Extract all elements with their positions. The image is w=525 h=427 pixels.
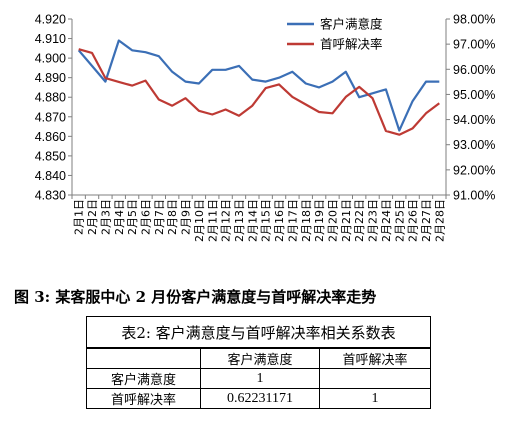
x-tick-label: 2月5日: [126, 199, 139, 235]
table-cell: 0.62231171: [200, 388, 320, 409]
x-tick-label: 2月25日: [393, 199, 406, 242]
x-tick-label: 2月8日: [166, 199, 179, 235]
x-tick-label: 2月7日: [153, 199, 166, 235]
table-row: 首呼解决率 0.62231171 1: [86, 388, 431, 409]
table-title-row: 表2: 客户满意度与首呼解决率相关系数表: [86, 316, 431, 349]
table-header-row: 客户满意度 首呼解决率: [86, 347, 431, 369]
series-line: [77, 39, 440, 132]
y-tick-label: 4.920: [35, 13, 66, 27]
y-tick-label: 91.00%: [453, 189, 495, 203]
y-tick-label: 4.870: [35, 110, 66, 124]
table-header-cell: [86, 347, 201, 369]
x-tick-label: 2月24日: [380, 199, 393, 242]
y-tick-label: 95.00%: [453, 88, 495, 102]
x-tick-label: 2月14日: [246, 199, 259, 242]
table-cell: 1: [200, 368, 320, 389]
table-cell: 1: [319, 388, 431, 409]
series-lines: [77, 39, 440, 136]
y-tick-label: 4.860: [35, 130, 66, 144]
x-tick-label: 2月23日: [367, 199, 380, 242]
table-cell: [319, 368, 431, 389]
table-header-cell: 首呼解决率: [319, 347, 431, 369]
x-tick-label: 2月18日: [300, 199, 313, 242]
y-tick-label: 96.00%: [453, 63, 495, 77]
correlation-table: 表2: 客户满意度与首呼解决率相关系数表 客户满意度 首呼解决率 客户满意度 1…: [86, 316, 431, 409]
table-title: 表2: 客户满意度与首呼解决率相关系数表: [86, 316, 431, 349]
y-tick-label: 4.850: [35, 149, 66, 163]
chart-axes: [71, 19, 447, 196]
x-tick-label: 2月3日: [99, 199, 112, 235]
y-tick-label: 97.00%: [453, 38, 495, 52]
y-tick-label: 4.830: [35, 189, 66, 203]
y-tick-label: 4.840: [35, 169, 66, 183]
dual-axis-line-chart: 4.830 4.840 4.850 4.860 4.870 4.880 4.890 4.900…: [35, 13, 496, 243]
table-row-label: 首呼解决率: [86, 388, 201, 409]
x-tick-label: 2月10日: [193, 199, 206, 242]
x-tick-label: 2月11日: [206, 199, 219, 242]
legend-label: 首呼解决率: [320, 37, 383, 52]
table-header-cell: 客户满意度: [200, 347, 320, 369]
x-tick-label: 2月19日: [313, 199, 326, 242]
right-y-axis-ticks: 91.00% 92.00% 93.00% 94.00% 95.00% 96.00% 97.0…: [446, 13, 495, 203]
x-tick-label: 2月2日: [86, 199, 99, 235]
left-y-axis-ticks: 4.830 4.840 4.850 4.860 4.870 4.880 4.890 4.900…: [35, 13, 72, 203]
x-tick-label: 2月20日: [326, 199, 339, 242]
x-tick-label: 2月27日: [420, 199, 433, 242]
x-tick-label: 2月26日: [407, 199, 420, 242]
y-tick-label: 4.900: [35, 52, 66, 66]
x-tick-label: 2月16日: [273, 199, 286, 242]
y-tick-label: 93.00%: [453, 138, 495, 152]
x-tick-label: 2月4日: [113, 199, 126, 235]
x-tick-label: 2月12日: [220, 199, 233, 242]
y-tick-label: 98.00%: [453, 13, 495, 27]
x-tick-label: 2月15日: [260, 199, 273, 242]
y-tick-label: 4.910: [35, 32, 66, 46]
x-tick-label: 2月13日: [233, 199, 246, 242]
figure-caption: 图 3: 某客服中心 2 月份客户满意度与首呼解决率走势: [14, 288, 377, 306]
y-tick-label: 94.00%: [453, 113, 495, 127]
x-tick-label: 2月17日: [286, 199, 299, 242]
x-tick-label: 2月21日: [340, 199, 353, 242]
series-line: [78, 48, 440, 136]
x-axis-ticks: 2月1日 2月2日 2月3日 2月4日 2月5日 2月6日 2月7日 2月8日 2月9日 2月10…: [71, 195, 447, 242]
y-tick-label: 92.00%: [453, 163, 495, 177]
y-tick-label: 4.880: [35, 91, 66, 105]
y-tick-label: 4.890: [35, 71, 66, 85]
x-tick-label: 2月1日: [73, 199, 86, 235]
x-tick-label: 2月6日: [139, 199, 152, 235]
table-row-label: 客户满意度: [86, 368, 201, 389]
table-row: 客户满意度 1: [86, 368, 431, 389]
x-tick-label: 2月28日: [433, 199, 446, 242]
legend-label: 客户满意度: [320, 17, 383, 32]
x-tick-label: 2月9日: [180, 199, 193, 235]
x-tick-label: 2月22日: [353, 199, 366, 242]
